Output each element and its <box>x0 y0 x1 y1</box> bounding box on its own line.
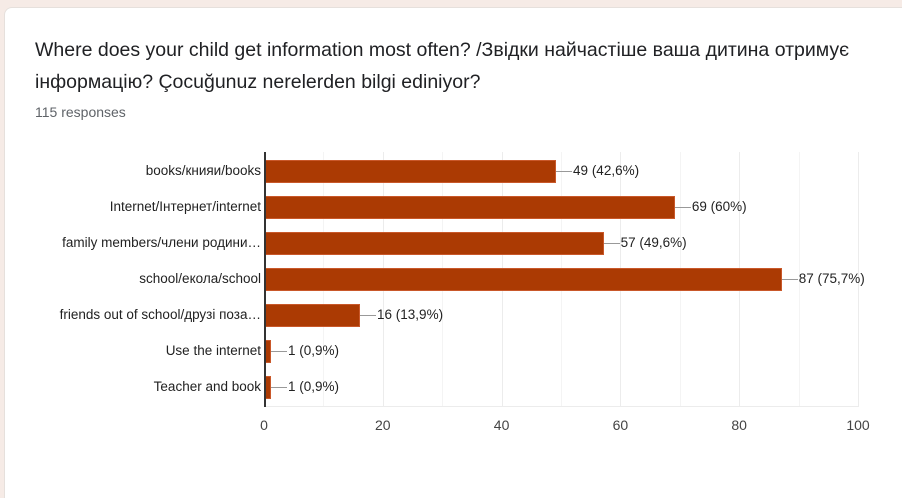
x-tick-label: 60 <box>612 417 629 433</box>
value-label: 57 (49,6%) <box>620 235 687 250</box>
bar[interactable] <box>265 376 271 399</box>
question-title: Where does your child get information mo… <box>35 39 850 93</box>
label-leader-line <box>556 171 573 172</box>
label-leader-line <box>781 279 798 280</box>
bar[interactable] <box>265 304 361 327</box>
x-axis-line <box>264 406 858 407</box>
value-label: 1 (0,9%) <box>287 343 339 358</box>
label-leader-line <box>270 351 287 352</box>
plot-area: 49 (42,6%) 69 (60%) 57 (49,6%) 87 (75,7%) 16… <box>264 152 865 407</box>
category-label: Use the internet <box>165 343 261 358</box>
x-tick-label: 20 <box>375 417 391 433</box>
label-leader-line <box>270 387 287 388</box>
value-label: 16 (13,9%) <box>377 307 444 322</box>
x-tick-label: 0 <box>260 417 268 433</box>
value-label: 1 (0,9%) <box>287 379 339 394</box>
bar[interactable] <box>265 196 675 219</box>
value-label: 49 (42,6%) <box>573 163 640 178</box>
gridline <box>798 152 800 407</box>
label-leader-line <box>360 315 377 316</box>
value-label: 87 (75,7%) <box>798 271 865 286</box>
x-tick-label: 80 <box>731 417 747 433</box>
bar[interactable] <box>265 160 557 183</box>
bar[interactable] <box>265 268 782 291</box>
x-tick-label: 40 <box>493 417 510 433</box>
response-count: 115 responses <box>35 104 126 120</box>
category-label: school/екола/school <box>139 271 261 286</box>
category-label: Teacher and book <box>153 379 261 394</box>
category-label: friends out of school/друзі поза… <box>59 307 261 322</box>
category-label: books/книяи/books <box>145 163 261 178</box>
value-label: 69 (60%) <box>691 199 747 214</box>
category-label: Internet/Інтернет/internet <box>109 199 261 214</box>
label-leader-line <box>603 243 620 244</box>
y-axis-line <box>264 152 266 407</box>
gridline <box>858 152 859 407</box>
bar[interactable] <box>265 340 271 363</box>
category-label: family members/члени родини… <box>62 235 261 250</box>
x-tick-label: 100 <box>846 417 870 433</box>
bar[interactable] <box>265 232 604 255</box>
label-leader-line <box>674 207 691 208</box>
